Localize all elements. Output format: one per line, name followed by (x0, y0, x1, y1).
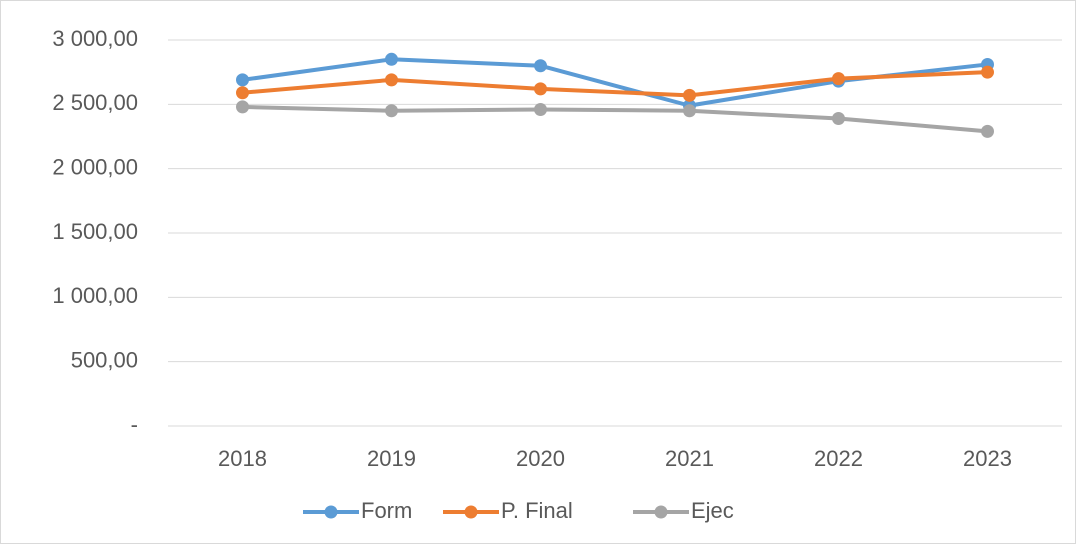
legend-label: P. Final (501, 498, 573, 523)
x-tick-label: 2023 (963, 446, 1012, 471)
data-point (534, 102, 547, 116)
legend-marker (654, 505, 668, 519)
data-point (981, 124, 994, 138)
y-tick-label: 2 500,00 (52, 90, 138, 115)
data-point (832, 72, 845, 86)
series-line (242, 104, 988, 134)
y-tick-label: 1 000,00 (52, 283, 138, 308)
x-tick-label: 2019 (367, 446, 416, 471)
data-point (385, 104, 398, 118)
y-tick-label: 500,00 (71, 347, 138, 372)
y-tick-label: 3 000,00 (52, 26, 138, 51)
legend-label: Ejec (691, 498, 734, 523)
data-point (683, 88, 696, 102)
x-tick-label: 2018 (218, 446, 267, 471)
data-point (385, 73, 398, 87)
data-point (981, 65, 994, 79)
legend-label: Form (361, 498, 412, 523)
legend-marker (324, 505, 338, 519)
data-point (236, 86, 249, 100)
data-point (236, 100, 249, 114)
y-tick-label: 1 500,00 (52, 219, 138, 244)
x-tick-label: 2022 (814, 446, 863, 471)
y-tick-label: - (131, 412, 138, 437)
data-point (236, 73, 249, 87)
x-tick-label: 2020 (516, 446, 565, 471)
data-point (683, 104, 696, 118)
x-tick-label: 2021 (665, 446, 714, 471)
data-point (832, 111, 845, 125)
y-tick-label: 2 000,00 (52, 154, 138, 179)
data-point (385, 52, 398, 66)
legend-marker (464, 505, 478, 519)
data-point (534, 59, 547, 73)
data-point (534, 82, 547, 96)
series-line (242, 70, 988, 98)
